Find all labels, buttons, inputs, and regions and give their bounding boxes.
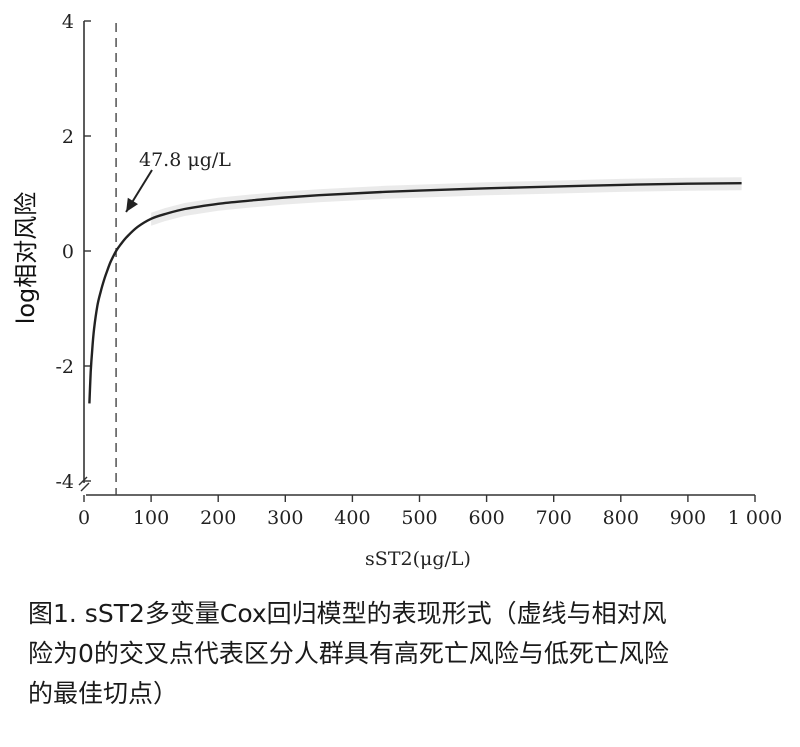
chart: 0 100 200 300 400 500 600 700 800 900 1 000 4 2 0 -2 -… xyxy=(12,11,782,570)
y-ticks: 4 2 0 -2 -4 xyxy=(55,11,91,493)
x-tick-label: 1 000 xyxy=(728,507,782,529)
figure-caption: 图1. sST2多变量Cox回归模型的表现形式（虚线与相对风 险为0的交叉点代表… xyxy=(28,594,780,714)
axis-break-stroke xyxy=(78,476,88,486)
confidence-band xyxy=(151,177,742,226)
axis-break-marker xyxy=(78,476,90,492)
axis-break-stroke xyxy=(80,482,90,492)
annotation-arrow xyxy=(125,169,153,213)
x-tick-label: 900 xyxy=(670,507,706,529)
y-tick-label: 0 xyxy=(62,241,74,263)
x-tick-label: 0 xyxy=(78,507,90,529)
y-tick-label: -2 xyxy=(55,356,74,378)
x-axis-label: sST2(μg/L) xyxy=(365,548,471,570)
y-tick-label: 2 xyxy=(62,126,74,148)
cutoff-annotation: 47.8 μg/L xyxy=(139,149,231,171)
x-tick-label: 800 xyxy=(603,507,639,529)
x-ticks: 0 100 200 300 400 500 600 700 800 900 1 000 xyxy=(78,495,782,529)
caption-line: 的最佳切点） xyxy=(28,679,179,708)
x-tick-label: 100 xyxy=(133,507,169,529)
caption-line: 险为0的交叉点代表区分人群具有高死亡风险与低死亡风险 xyxy=(28,639,669,668)
y-tick-label: -4 xyxy=(55,471,74,493)
confidence-band-area xyxy=(151,177,742,226)
y-tick-label: 4 xyxy=(62,11,74,33)
x-tick-label: 500 xyxy=(401,507,437,529)
series-line xyxy=(88,182,742,404)
annotation-arrow-head xyxy=(126,197,138,212)
y-axis-label: log相对风险 xyxy=(12,192,40,325)
x-tick-label: 700 xyxy=(536,507,572,529)
x-tick-label: 300 xyxy=(267,507,303,529)
x-tick-label: 400 xyxy=(334,507,370,529)
caption-line: 图1. sST2多变量Cox回归模型的表现形式（虚线与相对风 xyxy=(28,599,667,628)
x-tick-label: 600 xyxy=(468,507,504,529)
x-tick-label: 200 xyxy=(200,507,236,529)
